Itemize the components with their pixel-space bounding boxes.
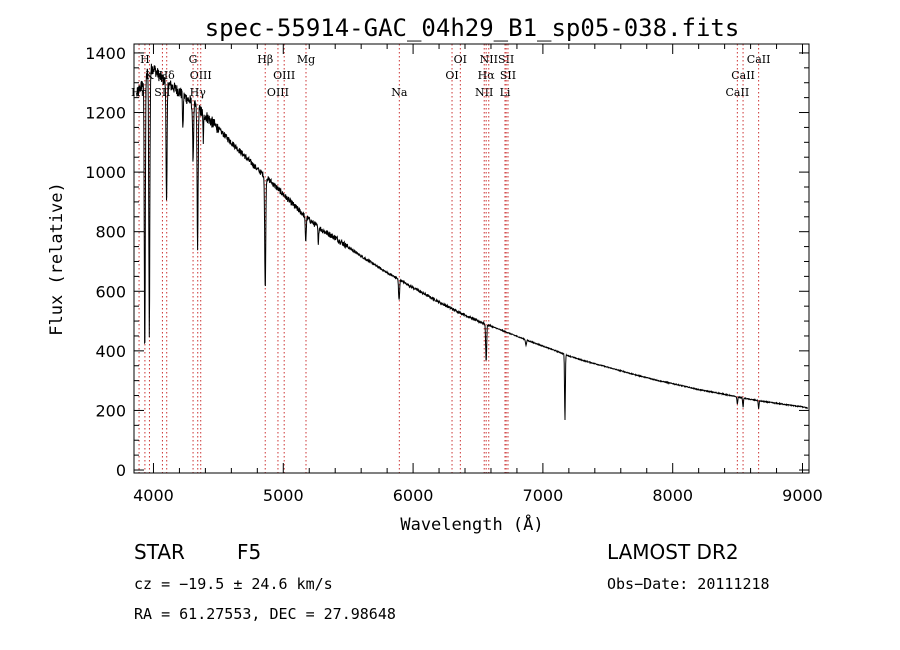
line-marker-label: NII (475, 86, 493, 99)
line-marker-label: CaII (747, 53, 771, 66)
y-tick-label: 1200 (85, 104, 126, 123)
spectrum-line (136, 63, 808, 421)
line-marker-label: Li (500, 86, 511, 99)
line-marker-label: OI (445, 69, 458, 82)
object-class: STAR (134, 540, 185, 564)
line-marker-label: OIII (190, 69, 212, 82)
line-marker-label: CaII (726, 86, 750, 99)
line-marker-label: NII (480, 53, 498, 66)
line-marker-label: OI (454, 53, 467, 66)
y-tick-label: 200 (95, 401, 126, 420)
line-marker-label: Na (391, 86, 408, 99)
plot-frame (133, 43, 810, 474)
line-marker-label: Hβ (257, 53, 273, 66)
survey-name: LAMOST DR2 (607, 540, 739, 564)
line-marker-label: SII (154, 86, 170, 99)
y-tick-label: 0 (116, 461, 126, 480)
line-marker-label: Mg (297, 53, 315, 66)
y-tick-label: 600 (95, 282, 126, 301)
info-panel: STAR F5 LAMOST DR2 cz = −19.5 ± 24.6 km/… (134, 540, 770, 623)
x-tick-label: 6000 (393, 486, 434, 505)
x-tick-label: 8000 (652, 486, 693, 505)
line-marker-label: Hγ (190, 86, 207, 99)
spectral-subclass: F5 (237, 540, 261, 564)
line-marker-label: OIII (267, 86, 289, 99)
y-tick-label: 400 (95, 342, 126, 361)
line-marker-label: SII (500, 69, 516, 82)
line-marker-label: H (140, 53, 150, 66)
line-marker-label: K (145, 69, 154, 82)
y-tick-label: 800 (95, 223, 126, 242)
coordinates: RA = 61.27553, DEC = 27.98648 (134, 605, 396, 623)
redshift-velocity: cz = −19.5 ± 24.6 km/s (134, 575, 333, 593)
line-marker-label: SII (498, 53, 514, 66)
x-axis: 4000 5000 6000 7000 8000 9000 (133, 44, 823, 505)
spectrum-series (136, 63, 808, 421)
line-marker-label: Hα (478, 69, 496, 82)
y-axis: 0 200 400 600 800 1000 1200 1400 (85, 44, 809, 480)
x-tick-label: 4000 (133, 486, 174, 505)
y-axis-label: Flux (relative) (47, 182, 67, 336)
line-marker-label: G (189, 53, 198, 66)
y-tick-label: 1000 (85, 163, 126, 182)
x-tick-label: 5000 (263, 486, 304, 505)
line-marker-label: CaII (731, 69, 755, 82)
x-tick-label: 9000 (782, 486, 823, 505)
chart-title: spec-55914-GAC_04h29_B1_sp05-038.fits (205, 14, 740, 42)
x-tick-label: 7000 (523, 486, 564, 505)
line-marker-label: OIII (273, 69, 295, 82)
observation-date: Obs−Date: 20111218 (607, 575, 770, 593)
x-axis-label: Wavelength (Å) (400, 513, 543, 535)
y-tick-label: 1400 (85, 44, 126, 63)
